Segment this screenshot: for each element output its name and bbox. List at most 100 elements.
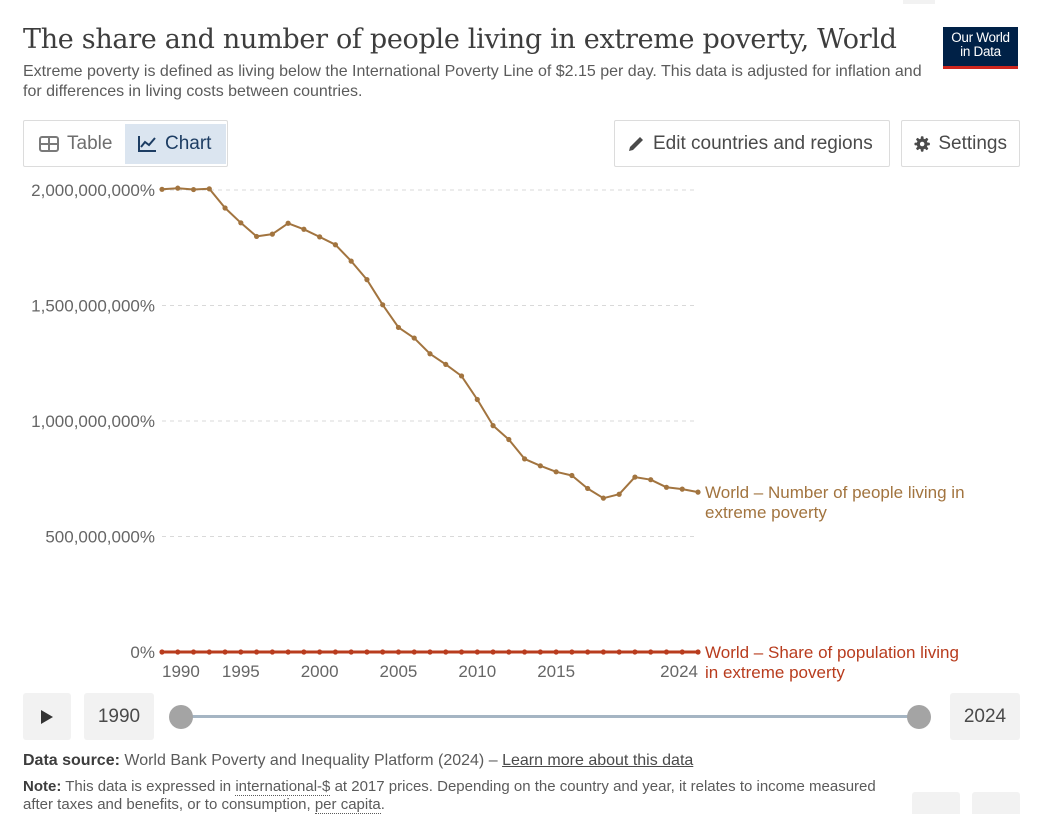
data-point [159,186,165,192]
data-point [585,649,591,655]
timeline-end-handle[interactable] [907,705,931,729]
data-point [348,258,354,264]
note-end: . [380,796,385,813]
data-point [521,649,528,655]
data-point [364,649,370,655]
tab-table[interactable]: Table [27,124,124,164]
data-point [317,234,323,240]
tab-chart[interactable]: Chart [125,124,226,164]
y-tick-label: 0% [130,643,155,662]
data-point [679,649,685,655]
data-point [458,373,465,379]
data-point [616,491,622,497]
x-tick-label: 1995 [222,662,260,681]
edit-countries-label: Edit countries and regions [653,132,873,154]
data-point [269,231,275,237]
data-point [443,649,449,655]
data-point [222,205,228,211]
data-point [648,649,654,655]
x-tick-label: 2000 [301,662,339,681]
table-icon [39,136,59,152]
y-tick-label: 500,000,000% [45,528,155,547]
data-point [679,486,685,492]
timeline-start-year[interactable]: 1990 [84,693,154,740]
data-point [600,649,607,655]
data-point [411,335,417,341]
x-tick-label: 2005 [380,662,418,681]
series-label: World – Share of population living in ext… [705,643,959,682]
data-point [332,649,339,655]
data-point [521,456,528,462]
data-point [427,351,433,357]
data-point [301,226,307,232]
x-tick-label: 2015 [537,662,575,681]
data-point [411,649,417,655]
series-label: World – Number of people living in extrem… [705,483,965,522]
data-point [238,220,244,226]
note-text-1: This data is expressed in [65,778,232,795]
data-point [301,649,307,655]
data-point [506,649,512,655]
logo-line-1: Our World [951,30,1010,45]
share-button[interactable] [972,792,1020,814]
data-point [506,436,512,443]
logo-accent-bar [943,66,1018,69]
settings-button[interactable]: Settings [901,120,1020,167]
data-point [348,649,354,655]
data-point [490,423,496,429]
data-point [569,472,575,479]
owid-logo[interactable]: Our World in Data [943,27,1018,69]
data-point [553,649,559,655]
note-label: Note: [23,778,62,795]
data-point [648,477,654,483]
top-grip [903,0,935,4]
x-tick-label: 1990 [162,662,200,681]
x-tick-label: 2024 [660,662,698,681]
data-point [317,649,323,655]
logo-line-2: in Data [960,44,1001,59]
download-button[interactable] [912,792,960,814]
data-point [569,649,575,655]
timeline-track[interactable] [181,715,919,718]
data-point [553,469,559,475]
y-tick-label: 2,000,000,000% [31,181,155,200]
data-point [537,649,543,655]
y-tick-label: 1,500,000,000% [31,297,155,316]
note-text-2: at 2017 prices. Depending on the country… [23,778,876,813]
data-point [238,649,244,655]
data-point [269,649,275,655]
tab-chart-label: Chart [165,133,212,154]
data-point [458,649,465,655]
line-chart-icon [138,136,156,152]
data-note: Note: This data is expressed in internat… [23,778,903,814]
source-label: Data source: [23,752,120,769]
data-point [663,649,670,655]
data-point [222,649,228,655]
timeline-start-handle[interactable] [169,705,193,729]
data-point [364,277,370,283]
chart-subtitle: Extreme poverty is defined as living bel… [23,63,922,100]
data-point [159,649,165,655]
timeline-end-year[interactable]: 2024 [950,693,1020,740]
data-point [474,396,480,403]
data-point [206,186,212,192]
per-capita-link[interactable]: per capita [314,796,381,814]
data-source: Data source: World Bank Poverty and Ineq… [23,752,693,770]
play-icon [41,709,53,724]
play-button[interactable] [23,693,71,740]
gear-icon [914,135,930,152]
data-point [490,649,496,655]
data-point [285,649,291,655]
data-point [380,302,386,308]
data-point [695,649,701,655]
data-point [695,489,701,495]
learn-more-link[interactable]: Learn more about this data [502,752,694,769]
international-dollar-link[interactable]: international-$ [235,778,331,796]
series-line [161,187,699,500]
data-point [632,649,638,655]
settings-label: Settings [938,132,1007,154]
edit-countries-button[interactable]: Edit countries and regions [614,120,890,167]
data-point [206,649,212,655]
data-point [600,495,607,501]
data-point [175,185,181,191]
